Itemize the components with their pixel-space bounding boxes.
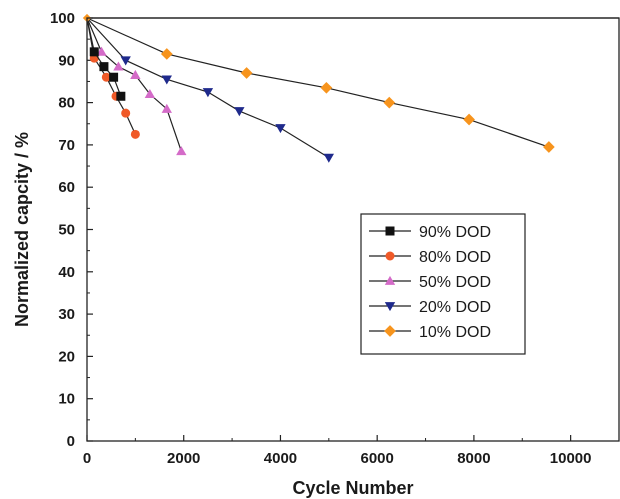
y-tick-label: 80 — [58, 95, 75, 112]
data-point — [275, 124, 286, 134]
series-line — [86, 17, 550, 148]
x-tick-label: 2000 — [167, 450, 200, 467]
data-point — [144, 88, 156, 99]
y-axis-title: Normalized capcity / % — [12, 132, 32, 327]
data-point — [120, 56, 131, 66]
series-20-dod — [86, 17, 334, 163]
data-point — [160, 48, 173, 60]
data-point — [202, 88, 214, 98]
series-10-dod — [86, 17, 555, 153]
legend-marker — [385, 251, 395, 261]
legend-label: 20% DOD — [419, 299, 491, 316]
x-tick-label: 10000 — [550, 450, 592, 467]
y-tick-label: 90 — [58, 52, 75, 69]
data-point — [543, 141, 555, 153]
legend-marker — [384, 275, 396, 285]
data-point — [130, 69, 141, 79]
y-tick-label: 40 — [58, 264, 75, 281]
data-point — [234, 107, 245, 117]
data-point — [383, 96, 396, 109]
legend-label: 90% DOD — [419, 224, 491, 241]
x-tick-label: 8000 — [457, 450, 490, 467]
plot-frame — [86, 17, 620, 442]
legend: 90% DOD 80% DOD 50% DOD 20% DOD 10% DOD — [360, 213, 526, 355]
y-tick-label: 20 — [58, 348, 75, 365]
x-axis-ticks: 0 2000 4000 6000 8000 10000 — [83, 435, 592, 467]
y-tick-label: 70 — [58, 137, 75, 154]
y-tick-label: 10 — [58, 391, 75, 408]
x-tick-label: 0 — [83, 450, 91, 467]
legend-label: 50% DOD — [419, 274, 491, 291]
data-point — [101, 72, 111, 82]
x-tick-label: 4000 — [264, 450, 297, 467]
data-point — [161, 75, 172, 85]
data-point — [323, 153, 334, 163]
data-point — [121, 108, 131, 118]
data-point — [130, 129, 140, 139]
data-point — [463, 113, 475, 126]
data-point — [89, 47, 99, 57]
data-point — [176, 146, 187, 156]
data-point — [109, 72, 119, 82]
data-point — [161, 103, 172, 113]
y-tick-label: 50 — [58, 222, 75, 239]
series-layer — [82, 13, 619, 163]
series-90-dod — [86, 17, 126, 101]
x-axis-title: Cycle Number — [292, 478, 413, 498]
data-point — [240, 67, 253, 79]
data-point — [116, 91, 126, 101]
y-axis-ticks: 0 10 20 30 40 50 60 70 80 90 100 — [50, 10, 93, 450]
y-tick-label: 30 — [58, 306, 75, 323]
series-50-dod — [86, 17, 187, 156]
y-tick-label: 60 — [58, 179, 75, 196]
legend-label: 10% DOD — [419, 324, 491, 341]
series-line — [86, 17, 330, 159]
legend-marker — [385, 226, 395, 236]
y-tick-label: 100 — [50, 10, 75, 27]
legend-label: 80% DOD — [419, 249, 491, 266]
data-point — [96, 46, 107, 56]
x-tick-label: 6000 — [360, 450, 393, 467]
legend-marker — [384, 302, 396, 312]
data-point — [113, 61, 124, 71]
legend-marker — [384, 325, 396, 337]
data-point — [99, 62, 109, 72]
data-point — [320, 81, 333, 94]
y-tick-label: 0 — [67, 433, 75, 450]
